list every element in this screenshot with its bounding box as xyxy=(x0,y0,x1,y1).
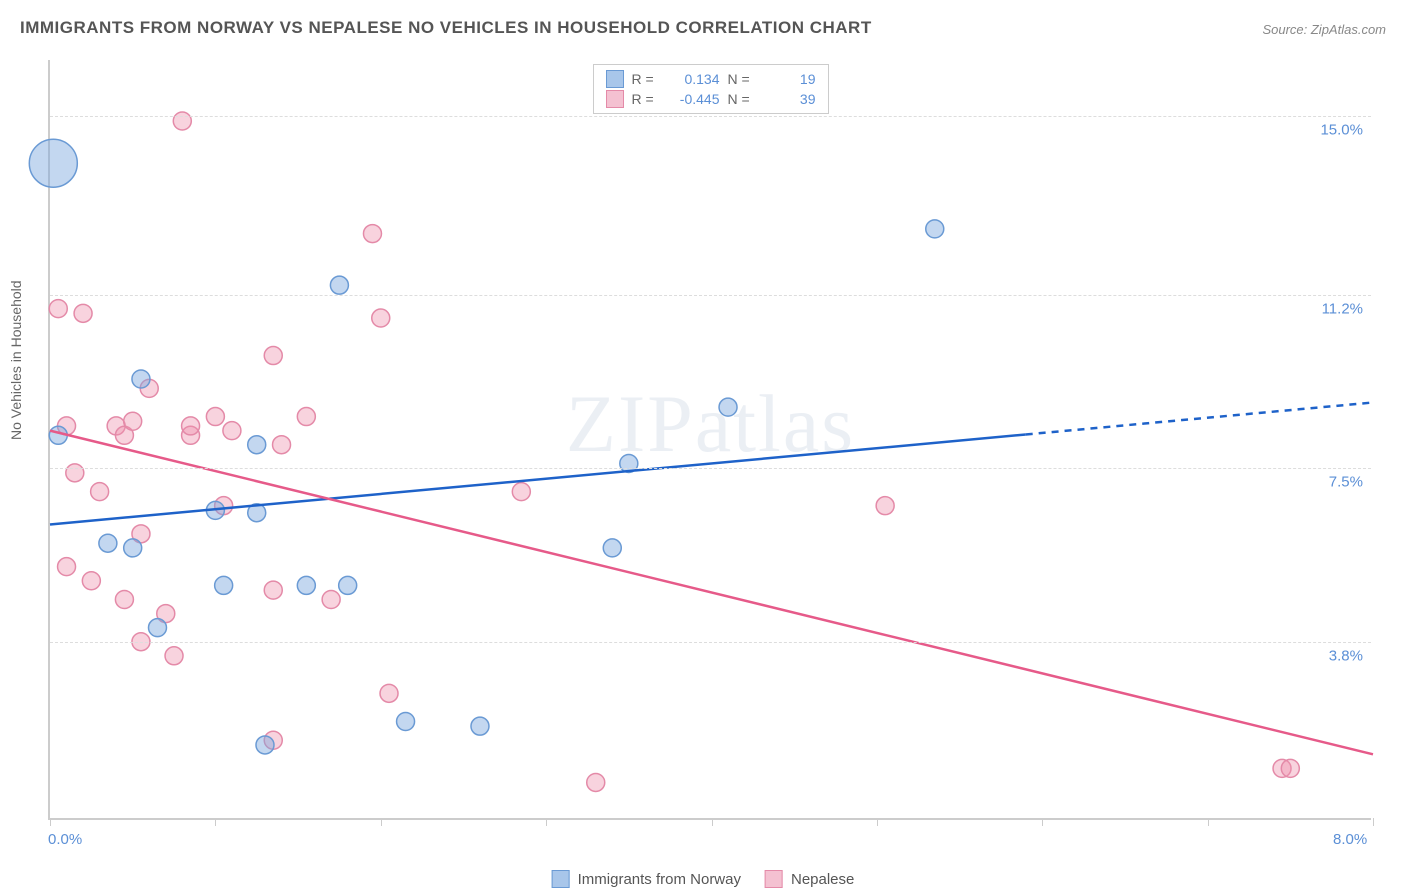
data-point xyxy=(58,558,76,576)
source-attribution: Source: ZipAtlas.com xyxy=(1262,22,1386,37)
data-point xyxy=(380,684,398,702)
x-tick xyxy=(877,818,878,826)
r-label: R = xyxy=(632,71,660,87)
swatch-nepalese xyxy=(606,90,624,108)
r-value-norway: 0.134 xyxy=(668,71,720,87)
data-point xyxy=(512,483,530,501)
gridline xyxy=(50,642,1371,643)
x-tick xyxy=(1042,818,1043,826)
legend-item-nepalese: Nepalese xyxy=(765,870,854,888)
data-point xyxy=(1281,759,1299,777)
data-point xyxy=(29,139,77,187)
x-tick xyxy=(546,818,547,826)
series-name-norway: Immigrants from Norway xyxy=(578,871,741,888)
series-name-nepalese: Nepalese xyxy=(791,871,854,888)
n-value-norway: 19 xyxy=(764,71,816,87)
x-tick xyxy=(1208,818,1209,826)
swatch-norway xyxy=(552,870,570,888)
trend-line-dashed xyxy=(1026,402,1373,434)
data-point xyxy=(115,591,133,609)
data-point xyxy=(132,370,150,388)
legend-row-nepalese: R = -0.445 N = 39 xyxy=(606,89,816,109)
series-legend: Immigrants from Norway Nepalese xyxy=(552,870,855,888)
gridline xyxy=(50,295,1371,296)
data-point xyxy=(165,647,183,665)
swatch-norway xyxy=(606,70,624,88)
gridline xyxy=(50,468,1371,469)
data-point xyxy=(173,112,191,130)
data-point xyxy=(82,572,100,590)
data-point xyxy=(248,436,266,454)
data-point xyxy=(719,398,737,416)
data-point xyxy=(297,576,315,594)
data-point xyxy=(148,619,166,637)
data-point xyxy=(264,347,282,365)
data-point xyxy=(273,436,291,454)
n-label: N = xyxy=(728,91,756,107)
data-point xyxy=(223,422,241,440)
y-tick-label: 15.0% xyxy=(1320,122,1363,139)
data-point xyxy=(397,712,415,730)
data-point xyxy=(256,736,274,754)
data-point xyxy=(322,591,340,609)
r-label: R = xyxy=(632,91,660,107)
data-point xyxy=(124,412,142,430)
data-point xyxy=(297,408,315,426)
chart-title: IMMIGRANTS FROM NORWAY VS NEPALESE NO VE… xyxy=(20,18,872,38)
data-point xyxy=(876,497,894,515)
data-point xyxy=(339,576,357,594)
trend-line xyxy=(50,431,1373,755)
x-tick-label: 0.0% xyxy=(48,831,82,848)
gridline xyxy=(50,116,1371,117)
data-point xyxy=(372,309,390,327)
chart-plot-area: ZIPatlas R = 0.134 N = 19 R = -0.445 N =… xyxy=(48,60,1371,820)
x-tick-label: 8.0% xyxy=(1333,831,1367,848)
data-point xyxy=(330,276,348,294)
data-point xyxy=(926,220,944,238)
data-point xyxy=(363,225,381,243)
x-tick xyxy=(712,818,713,826)
data-point xyxy=(471,717,489,735)
y-tick-label: 3.8% xyxy=(1329,647,1363,664)
y-tick-label: 7.5% xyxy=(1329,474,1363,491)
x-tick xyxy=(381,818,382,826)
data-point xyxy=(124,539,142,557)
swatch-nepalese xyxy=(765,870,783,888)
data-point xyxy=(182,417,200,435)
data-point xyxy=(264,581,282,599)
legend-item-norway: Immigrants from Norway xyxy=(552,870,741,888)
x-tick xyxy=(215,818,216,826)
data-point xyxy=(66,464,84,482)
data-point xyxy=(206,408,224,426)
data-point xyxy=(99,534,117,552)
x-tick xyxy=(50,818,51,826)
scatter-svg xyxy=(50,60,1371,818)
x-tick xyxy=(1373,818,1374,826)
n-label: N = xyxy=(728,71,756,87)
data-point xyxy=(587,773,605,791)
y-axis-label: No Vehicles in Household xyxy=(8,280,24,440)
correlation-legend: R = 0.134 N = 19 R = -0.445 N = 39 xyxy=(593,64,829,114)
data-point xyxy=(49,300,67,318)
n-value-nepalese: 39 xyxy=(764,91,816,107)
data-point xyxy=(215,576,233,594)
legend-row-norway: R = 0.134 N = 19 xyxy=(606,69,816,89)
y-tick-label: 11.2% xyxy=(1322,300,1363,317)
data-point xyxy=(91,483,109,501)
data-point xyxy=(603,539,621,557)
data-point xyxy=(74,304,92,322)
r-value-nepalese: -0.445 xyxy=(668,91,720,107)
